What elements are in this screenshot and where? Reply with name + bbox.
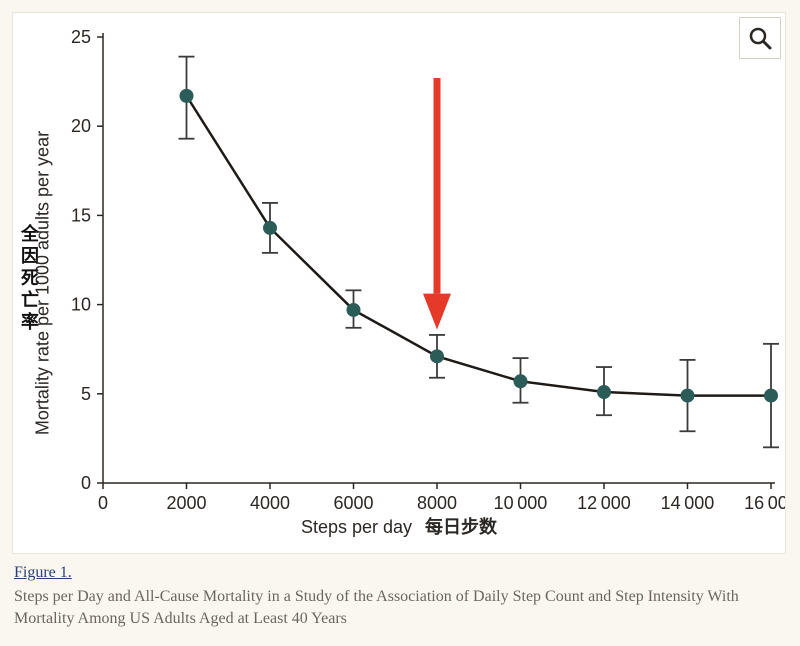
svg-text:10: 10 <box>71 295 91 315</box>
figure-caption: Figure 1. Steps per Day and All-Cause Mo… <box>14 564 786 630</box>
figure-panel: 全因死亡率 Mortality rate per 1000 adults per… <box>12 12 786 554</box>
svg-text:20: 20 <box>71 116 91 136</box>
x-axis-label-en: Steps per day <box>301 517 412 537</box>
svg-text:25: 25 <box>71 27 91 47</box>
svg-text:10 000: 10 000 <box>494 493 548 513</box>
svg-text:5: 5 <box>81 384 91 404</box>
svg-text:12 000: 12 000 <box>577 493 631 513</box>
x-axis-label: Steps per day 每日步数 <box>13 513 785 539</box>
svg-text:4000: 4000 <box>250 493 290 513</box>
svg-text:0: 0 <box>98 493 108 513</box>
svg-text:6000: 6000 <box>333 493 373 513</box>
svg-text:16 000: 16 000 <box>744 493 785 513</box>
svg-text:8000: 8000 <box>417 493 457 513</box>
svg-text:15: 15 <box>71 205 91 225</box>
svg-text:14 000: 14 000 <box>661 493 715 513</box>
figure-link[interactable]: Figure 1. <box>14 564 72 581</box>
svg-text:0: 0 <box>81 473 91 493</box>
chart-svg: 0 5 10 15 20 25 0 2000 4000 6000 8000 10 000 12 000 1… <box>13 13 785 553</box>
svg-text:2000: 2000 <box>166 493 206 513</box>
figure-caption-text: Steps per Day and All-Cause Mortality in… <box>14 586 786 630</box>
x-axis-label-cn: 每日步数 <box>425 517 497 537</box>
